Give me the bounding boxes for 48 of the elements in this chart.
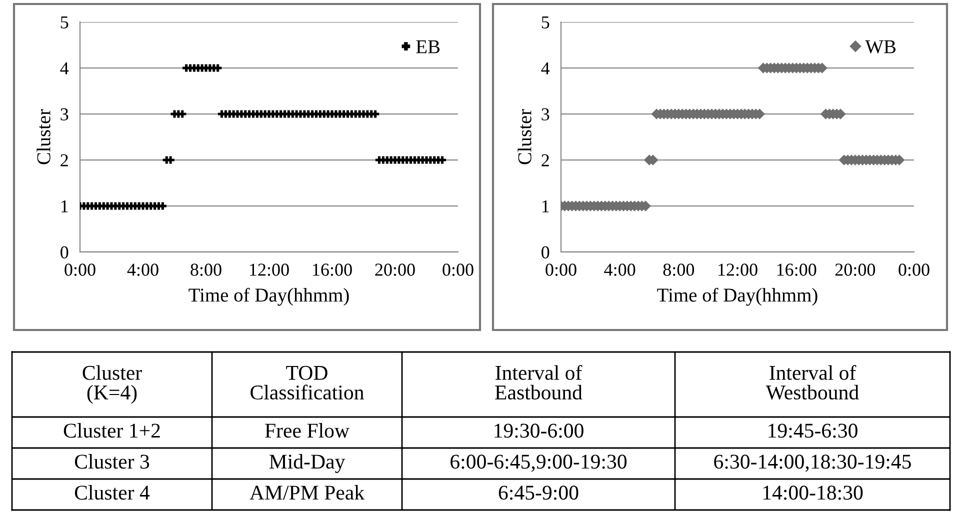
text: Cluster (K=4) — [82, 365, 142, 404]
text: 19:30-6:00 — [494, 424, 584, 438]
text: AM/PM Peak — [250, 485, 365, 500]
text: Cluster 1+2 — [64, 423, 160, 438]
x-tick-label: 12:00 — [250, 264, 289, 276]
text: Interval of Eastbound — [495, 365, 582, 400]
x-axis-title: Time of Day(hhmm) — [657, 288, 818, 306]
x-tick-label: 20:00 — [375, 264, 415, 276]
y-tick-label: 3 — [60, 108, 68, 120]
text: 6:45-9:00 — [498, 486, 578, 500]
x-tick-label: 4:00 — [127, 264, 158, 276]
y-tick-label: 0 — [542, 246, 550, 258]
y-tick-label: 1 — [61, 200, 68, 212]
text: 19:45-6:30 — [768, 424, 858, 438]
legend-label: WB — [865, 40, 896, 54]
text: Cluster 3 — [74, 454, 150, 469]
x-tick-label: 8:00 — [663, 264, 694, 276]
text: 14:00-18:30 — [763, 486, 863, 500]
x-tick-label: 0:00 — [898, 264, 930, 276]
y-tick-label: 0 — [60, 246, 68, 258]
x-tick-label: 4:00 — [604, 264, 636, 276]
y-tick-label: 5 — [60, 16, 68, 28]
x-tick-label: 20:00 — [835, 264, 876, 276]
y-tick-label: 4 — [60, 62, 69, 74]
x-tick-label: 0:00 — [442, 264, 474, 276]
y-axis-title: Cluster — [518, 109, 532, 164]
y-tick-label: 4 — [541, 62, 550, 74]
y-tick-label: 2 — [60, 154, 68, 166]
text: TOD Classification — [250, 366, 364, 400]
x-tick-label: 8:00 — [190, 264, 222, 276]
text: Free Flow — [265, 423, 350, 438]
x-tick-label: 12:00 — [718, 264, 758, 276]
text: Mid-Day — [269, 454, 346, 473]
x-tick-label: 16:00 — [313, 264, 352, 276]
x-tick-label: 0:00 — [64, 264, 96, 276]
x-axis-title: Time of Day(hhmm) — [188, 288, 349, 306]
legend-label: EB — [416, 40, 440, 54]
y-tick-label: 1 — [542, 200, 549, 212]
text: 6:30-14:00,18:30-19:45 — [714, 454, 911, 472]
x-tick-label: 0:00 — [546, 264, 576, 276]
x-tick-label: 16:00 — [777, 264, 816, 276]
y-tick-label: 5 — [542, 16, 550, 28]
y-axis-title: Cluster — [36, 109, 50, 164]
text: Interval of Westbound — [766, 365, 859, 400]
text: Cluster 4 — [74, 485, 150, 500]
text: 6:00-6:45,9:00-19:30 — [450, 454, 627, 472]
y-tick-label: 2 — [542, 154, 549, 166]
y-tick-label: 3 — [542, 108, 550, 120]
